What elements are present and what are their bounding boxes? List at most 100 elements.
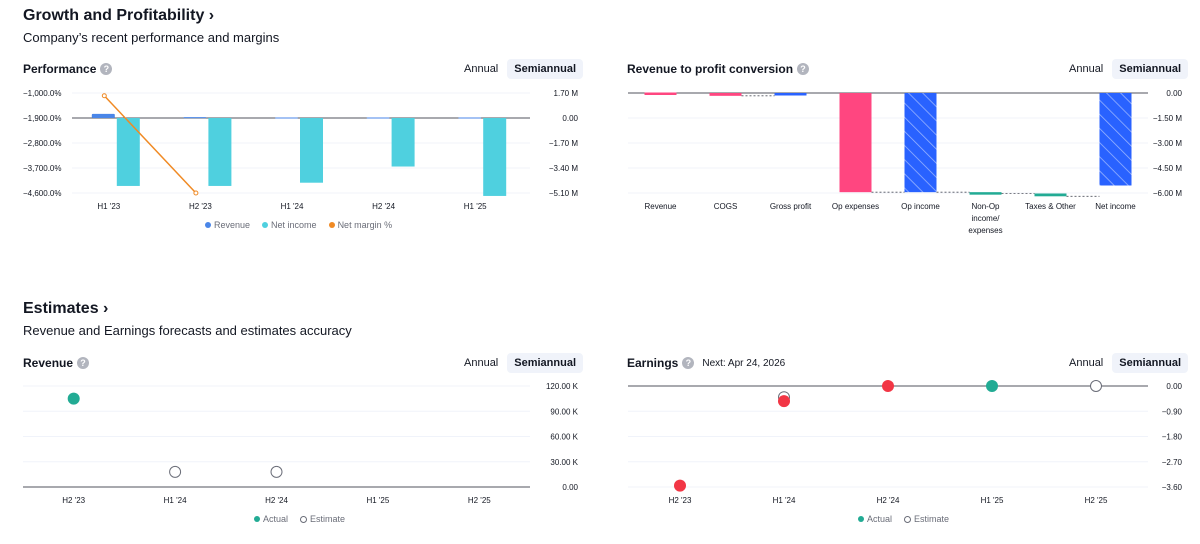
estimate-point	[1090, 380, 1102, 392]
revenue-title-text: Revenue	[23, 356, 74, 370]
performance-legend: Revenue Net income Net margin %	[205, 220, 392, 230]
estimate-circle-icon	[300, 515, 308, 523]
next-earnings-date: Next: Apr 24, 2026	[702, 357, 786, 369]
left-tick-label: −2,800.0%	[23, 139, 61, 148]
x-tick-label: Gross profit	[770, 202, 812, 211]
legend-estimate: Estimate	[904, 514, 949, 524]
legend-actual-label: Actual	[263, 514, 289, 524]
estimates-section-subtitle: Revenue and Earnings forecasts and estim…	[23, 323, 352, 338]
net-income-bar	[208, 118, 232, 186]
x-tick-label: Op expenses	[832, 202, 879, 211]
left-tick-label: −1,900.0%	[23, 114, 61, 123]
tab-semiannual[interactable]: Semiannual	[507, 353, 584, 373]
tab-annual[interactable]: Annual	[1069, 357, 1104, 369]
actual-point	[986, 380, 998, 392]
net-margin-point	[101, 93, 107, 99]
revenue-bar	[183, 117, 207, 119]
conversion-period-tabs: Annual Semiannual	[1062, 59, 1189, 79]
legend-net-income-label: Net income	[271, 220, 317, 230]
growth-section-subtitle: Company’s recent performance and margins	[23, 30, 280, 45]
conversion-card-title: Revenue to profit conversion ?	[627, 62, 810, 76]
actual-dot-icon	[254, 516, 260, 522]
help-icon[interactable]: ?	[77, 357, 90, 369]
legend-actual-label: Actual	[867, 514, 893, 524]
tab-semiannual[interactable]: Semiannual	[1112, 59, 1189, 79]
right-tick-label: −6.00 M	[1153, 189, 1182, 198]
growth-section-title[interactable]: Growth and Profitability ›	[23, 7, 214, 25]
x-tick-label: H1 '24	[164, 496, 187, 505]
x-tick-label: Revenue	[644, 202, 677, 211]
revenue-period-tabs: Annual Semiannual	[457, 353, 584, 373]
x-tick-label: H2 '25	[1085, 496, 1108, 505]
net-income-bar	[300, 118, 323, 183]
revenue-bar	[366, 117, 390, 119]
x-tick-label: H2 '23	[669, 496, 692, 505]
waterfall-bar	[709, 93, 742, 96]
revenue-bar	[275, 117, 298, 119]
right-tick-label: 0.00	[562, 483, 578, 492]
tab-annual[interactable]: Annual	[464, 63, 499, 75]
help-icon[interactable]: ?	[682, 357, 695, 369]
help-icon[interactable]: ?	[797, 63, 810, 75]
help-icon[interactable]: ?	[100, 63, 113, 75]
revenue-bar	[458, 117, 482, 119]
tab-annual[interactable]: Annual	[464, 357, 499, 369]
right-tick-label: −1.80	[1162, 433, 1183, 442]
left-tick-label: −3,700.0%	[23, 164, 61, 173]
waterfall-bar	[774, 93, 807, 96]
earnings-estimates-chart: 0.00 −0.90 −1.80 −2.70 −3.60 H2 '23 H1 '24 H2 '…	[628, 380, 1183, 505]
left-tick-label: −1,000.0%	[23, 89, 61, 98]
x-tick-label: H1 '23	[97, 202, 120, 211]
waterfall-bar	[1099, 93, 1132, 186]
left-tick-label: −4,600.0%	[23, 189, 61, 198]
x-tick-label: H1 '25	[464, 202, 487, 211]
right-tick-label: 120.00 K	[546, 382, 579, 391]
waterfall-bar	[839, 93, 872, 193]
x-tick-label: H2 '24	[877, 496, 900, 505]
growth-section-title-text: Growth and Profitability	[23, 7, 205, 24]
right-tick-label: 0.00	[562, 114, 578, 123]
chevron-right-icon: ›	[103, 300, 109, 317]
x-tick-label: H2 '25	[468, 496, 491, 505]
net-income-bar	[116, 118, 140, 186]
x-tick-label: Op income	[901, 202, 940, 211]
right-tick-label: 0.00	[1166, 382, 1182, 391]
x-tick-label: Taxes & Other	[1025, 202, 1076, 211]
x-tick-label: Net income	[1095, 202, 1136, 211]
x-tick-label: H2 '24	[265, 496, 288, 505]
earnings-estimates-legend: Actual Estimate	[858, 514, 949, 524]
revenue-card-title: Revenue ?	[23, 356, 90, 370]
x-tick-label: COGS	[714, 202, 738, 211]
right-tick-label: 0.00	[1166, 89, 1182, 98]
tab-semiannual[interactable]: Semiannual	[507, 59, 584, 79]
x-tick-label: H2 '23	[189, 202, 212, 211]
tab-semiannual[interactable]: Semiannual	[1112, 353, 1189, 373]
actual-point	[674, 479, 686, 492]
tab-annual[interactable]: Annual	[1069, 63, 1104, 75]
legend-actual: Actual	[254, 514, 288, 524]
estimates-section-title[interactable]: Estimates ›	[23, 300, 108, 318]
performance-title-text: Performance	[23, 62, 97, 76]
right-tick-label: −4.50 M	[1153, 164, 1182, 173]
performance-chart: 1.70 M 0.00 −1.70 M −3.40 M −5.10 M −1,000.0%…	[23, 89, 579, 211]
x-tick-label: income/	[971, 214, 1000, 223]
estimate-circle-icon	[904, 515, 912, 523]
earnings-card-title: Earnings ? Next: Apr 24, 2026	[627, 356, 785, 370]
right-tick-label: −3.40 M	[549, 164, 578, 173]
x-tick-label: H1 '25	[366, 496, 389, 505]
x-tick-label: H1 '24	[281, 202, 304, 211]
legend-estimate-label: Estimate	[914, 514, 950, 524]
right-tick-label: 60.00 K	[550, 433, 578, 442]
right-tick-label: 30.00 K	[550, 458, 578, 467]
right-tick-label: 1.70 M	[554, 89, 579, 98]
right-tick-label: −5.10 M	[549, 189, 578, 198]
waterfall-bar	[1034, 193, 1067, 197]
legend-net-income: Net income	[262, 220, 317, 230]
x-tick-label: expenses	[968, 226, 1002, 235]
legend-estimate: Estimate	[300, 514, 345, 524]
x-tick-label: Non-Op	[971, 202, 1000, 211]
actual-point	[778, 395, 790, 408]
right-tick-label: −2.70	[1162, 458, 1183, 467]
right-tick-label: −3.00 M	[1153, 139, 1182, 148]
revenue-estimates-chart: 120.00 K 90.00 K 60.00 K 30.00 K 0.00 H2 '23 H…	[23, 382, 579, 505]
